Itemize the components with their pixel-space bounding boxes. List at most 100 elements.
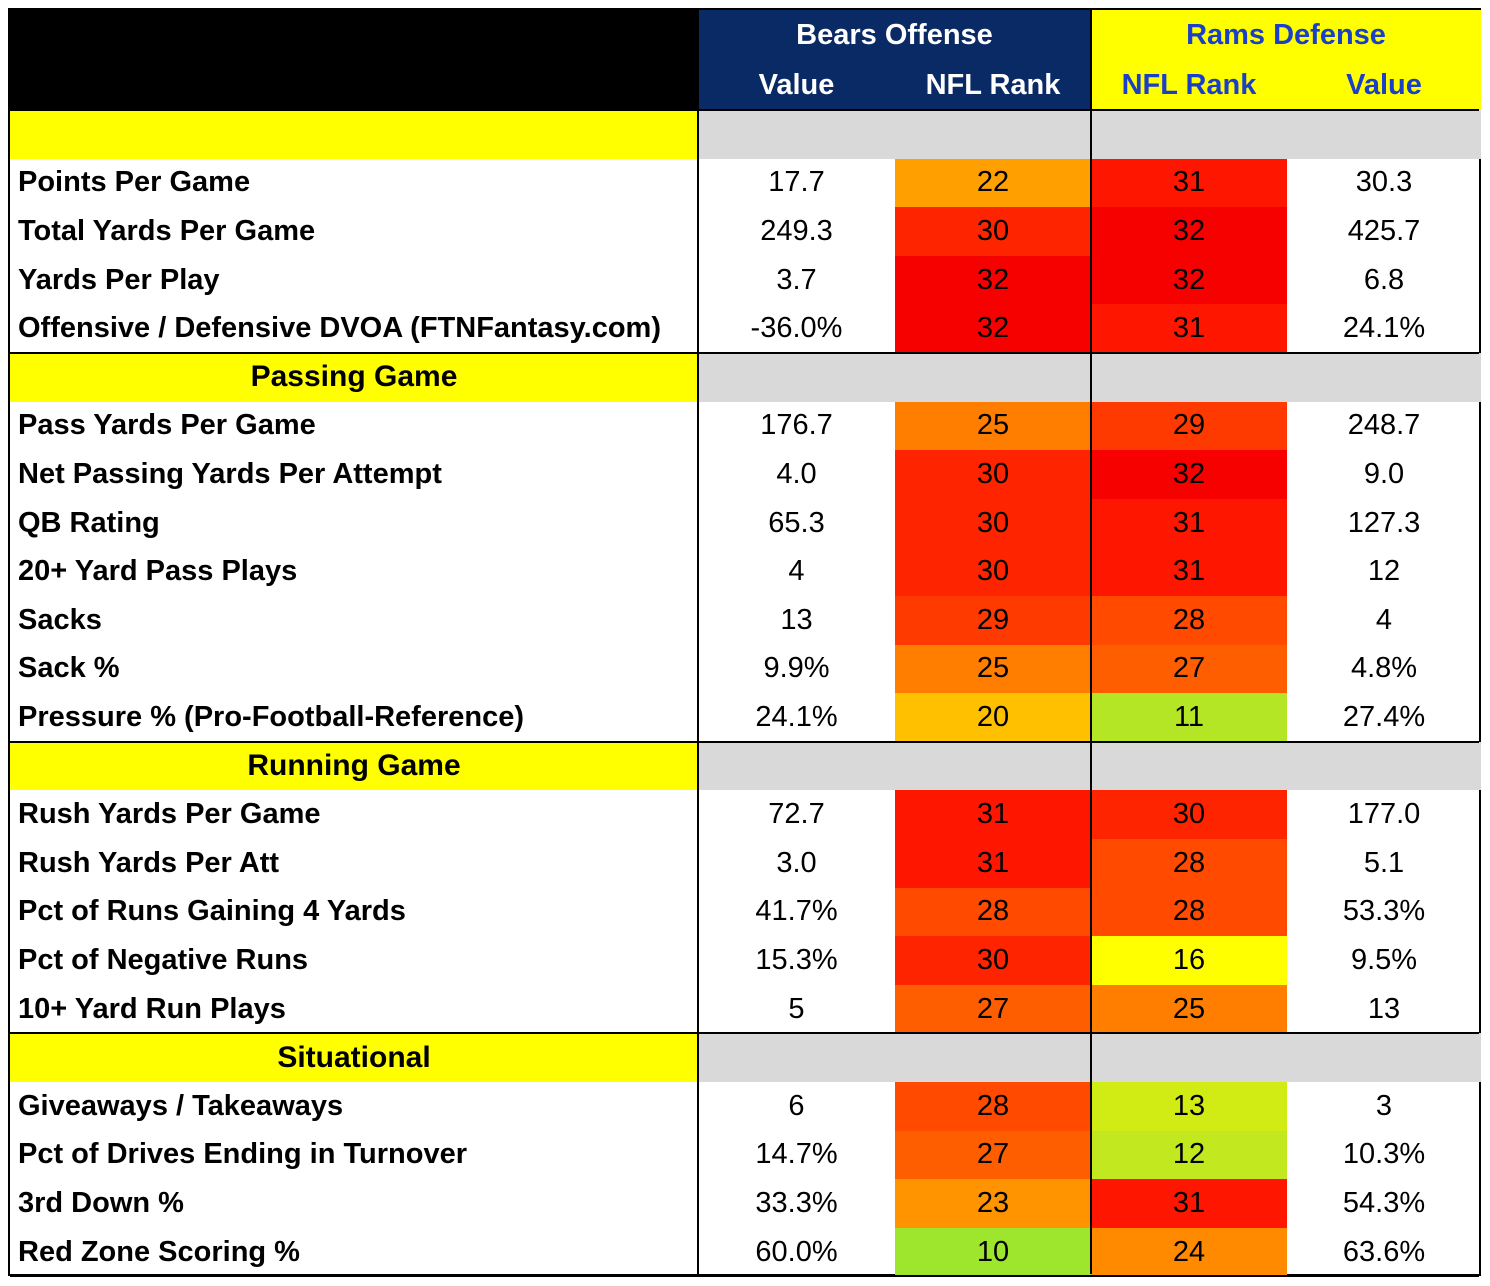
bears-rank: 27 <box>895 1130 1091 1180</box>
stat-label: Pressure % (Pro-Football-Reference) <box>18 700 525 733</box>
bears-value: 14.7% <box>755 1138 838 1171</box>
bears-value: 249.3 <box>760 214 833 247</box>
rams-value: 127.3 <box>1347 506 1421 539</box>
bears-value: -36.0% <box>750 312 843 345</box>
stat-label: Pass Yards Per Game <box>18 409 316 442</box>
header-blank <box>10 10 698 110</box>
rams-value: 27.4% <box>1342 700 1426 733</box>
section-title: Passing Game <box>10 353 698 402</box>
rams-value: 4 <box>1375 603 1393 636</box>
rams-rank: 31 <box>1091 1179 1287 1228</box>
stat-label: QB Rating <box>18 506 160 539</box>
bears-rank-header: NFL Rank <box>895 60 1091 110</box>
bears-rank: 10 <box>895 1227 1091 1277</box>
rams-rank: 28 <box>1091 596 1287 645</box>
stat-label: Sacks <box>18 603 102 636</box>
rams-rank: 31 <box>1091 498 1287 548</box>
matchup-table: Bears Offense Value NFL Rank Rams Defense NF… <box>8 8 1481 1278</box>
section-divider <box>10 740 1479 743</box>
rams-value: 53.3% <box>1342 895 1426 928</box>
bears-rank: 23 <box>895 1179 1091 1228</box>
bears-value: 3.7 <box>776 263 817 296</box>
stat-label: Yards Per Play <box>18 263 220 296</box>
stat-label: Points Per Game <box>18 166 251 199</box>
rams-rank: 27 <box>1091 644 1287 694</box>
bears-rank: 31 <box>895 839 1091 888</box>
bears-value: 5 <box>788 992 805 1025</box>
stat-label: Giveaways / Takeaways <box>18 1089 344 1122</box>
bears-rank: 20 <box>895 693 1091 742</box>
stat-label: Rush Yards Per Game <box>18 798 321 831</box>
bears-rank: 30 <box>895 450 1091 499</box>
section-divider <box>10 1032 1479 1035</box>
stat-label: Pct of Drives Ending in Turnover <box>18 1138 468 1171</box>
column-divider <box>1090 10 1092 1274</box>
rams-value: 177.0 <box>1347 798 1421 831</box>
rams-rank: 12 <box>1091 1130 1287 1180</box>
section-spacer <box>698 110 1481 159</box>
rams-value: 9.0 <box>1363 457 1405 490</box>
bears-offense-title: Bears Offense <box>698 10 1091 60</box>
bears-value: 33.3% <box>755 1186 838 1219</box>
stat-label: Rush Yards Per Att <box>18 846 280 879</box>
bears-rank: 29 <box>895 596 1091 645</box>
column-divider <box>697 10 699 1274</box>
rams-rank: 31 <box>1091 158 1287 208</box>
bears-value: 24.1% <box>755 700 838 733</box>
rams-value: 9.5% <box>1350 943 1418 976</box>
rams-value: 12 <box>1367 555 1401 588</box>
section-spacer <box>698 741 1481 791</box>
section-spacer <box>698 1033 1481 1082</box>
rams-rank: 30 <box>1091 790 1287 839</box>
section-divider <box>10 109 1479 111</box>
bears-rank: 25 <box>895 401 1091 451</box>
rams-value: 3 <box>1375 1089 1393 1122</box>
rams-value: 248.7 <box>1347 409 1421 442</box>
bears-value: 41.7% <box>755 895 838 928</box>
stat-label: 3rd Down % <box>18 1186 184 1219</box>
bears-rank: 25 <box>895 644 1091 694</box>
bears-rank: 30 <box>895 207 1091 256</box>
bears-value: 15.3% <box>755 943 838 976</box>
stat-label: Offensive / Defensive DVOA (FTNFantasy.c… <box>18 312 661 345</box>
rams-value: 5.1 <box>1363 846 1405 879</box>
stat-label: 10+ Yard Run Plays <box>18 992 286 1025</box>
rams-rank: 32 <box>1091 450 1287 499</box>
rams-value: 10.3% <box>1342 1138 1426 1171</box>
bears-value: 3.0 <box>776 846 817 879</box>
rams-rank: 24 <box>1091 1227 1287 1277</box>
rams-value: 54.3% <box>1342 1186 1426 1219</box>
rams-value-header: Value <box>1287 60 1481 110</box>
bears-value-header: Value <box>698 60 895 110</box>
rams-rank-header: NFL Rank <box>1091 60 1287 110</box>
rams-value: 24.1% <box>1342 312 1426 345</box>
rams-value: 30.3 <box>1355 166 1413 199</box>
bears-rank: 28 <box>895 887 1091 937</box>
rams-rank: 11 <box>1091 693 1287 742</box>
rams-value: 4.8% <box>1350 652 1418 685</box>
rams-rank: 31 <box>1091 547 1287 596</box>
rams-rank: 28 <box>1091 839 1287 888</box>
section-title: Situational <box>10 1033 698 1082</box>
rams-value: 6.8 <box>1363 263 1405 296</box>
bears-rank: 31 <box>895 790 1091 839</box>
bears-value: 72.7 <box>768 798 825 831</box>
section-divider <box>10 352 1479 354</box>
bears-value: 176.7 <box>760 409 833 442</box>
section-spacer <box>698 353 1481 402</box>
rams-rank: 13 <box>1091 1082 1287 1131</box>
rams-value: 63.6% <box>1342 1235 1426 1268</box>
bears-rank: 32 <box>895 304 1091 353</box>
stat-label: Sack % <box>18 652 120 685</box>
stat-label: Pct of Negative Runs <box>18 943 309 976</box>
rams-rank: 31 <box>1091 304 1287 353</box>
rams-defense-title: Rams Defense <box>1091 10 1481 60</box>
section-divider <box>10 1275 1479 1278</box>
rams-value: 13 <box>1367 992 1401 1025</box>
bears-value: 17.7 <box>768 166 825 199</box>
rams-rank: 29 <box>1091 401 1287 451</box>
bears-rank: 32 <box>895 255 1091 305</box>
rams-rank: 32 <box>1091 255 1287 305</box>
bears-rank: 28 <box>895 1082 1091 1131</box>
section-title <box>10 110 698 159</box>
